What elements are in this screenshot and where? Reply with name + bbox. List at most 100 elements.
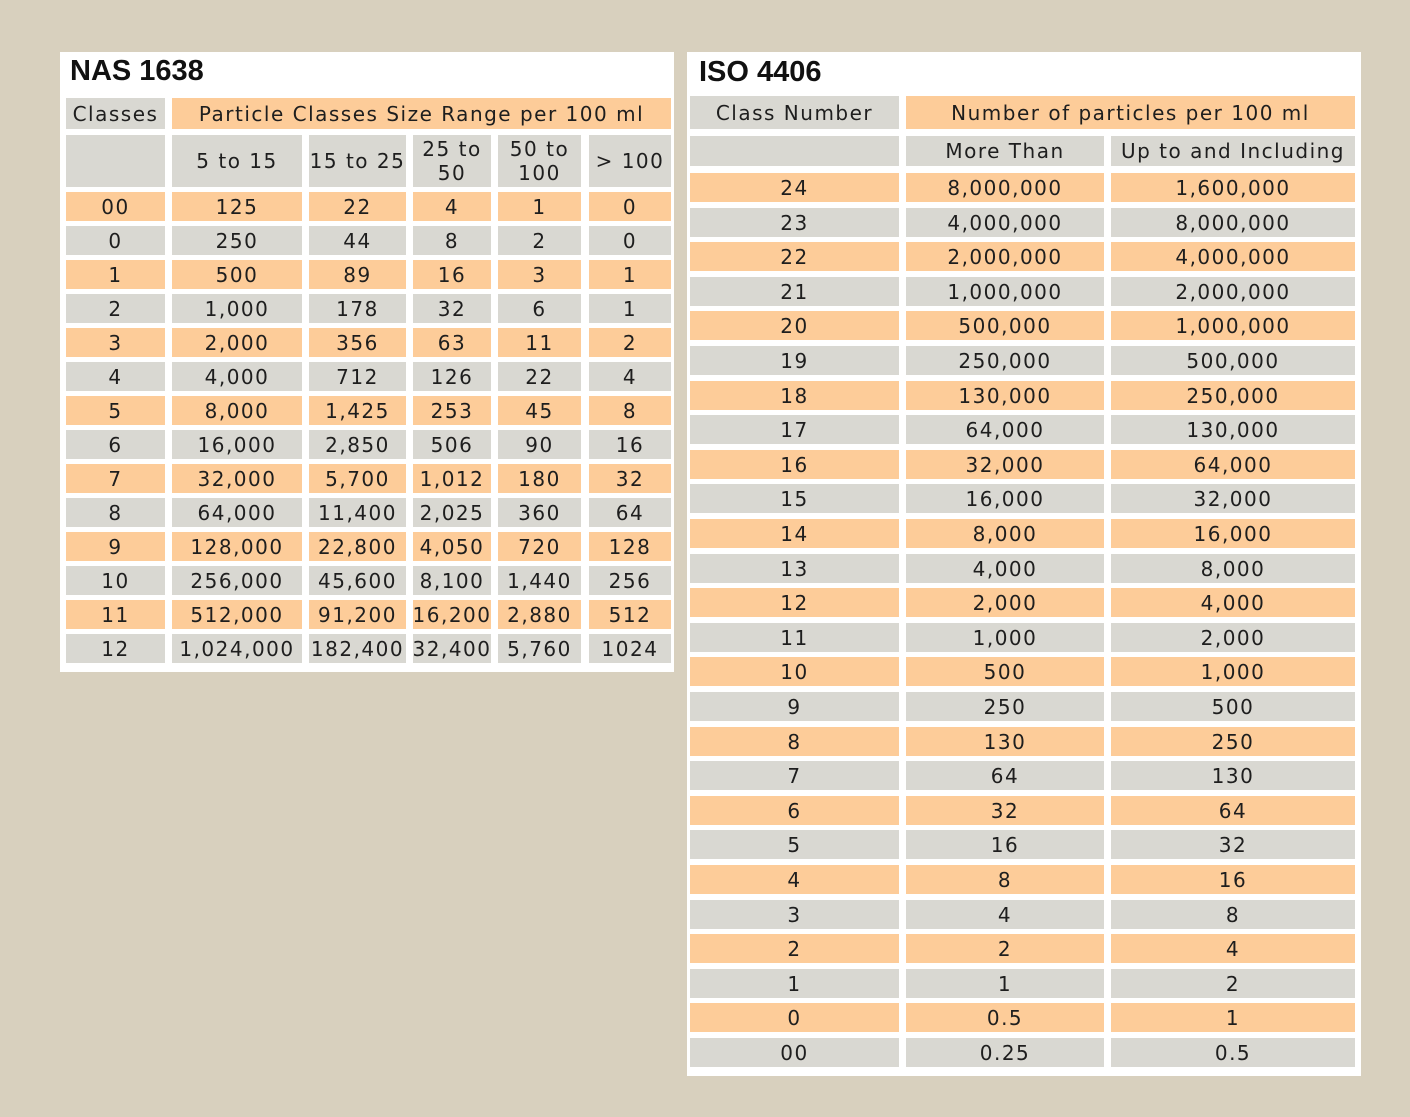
iso-cell-more-than: 250 [906, 692, 1104, 721]
iso-4406-table-panel: ISO 4406 Class Number Number of particle… [687, 52, 1361, 1076]
nas-cell-class: 11 [66, 600, 165, 629]
iso-cell-more-than: 32,000 [906, 450, 1104, 479]
iso-header-particles: Number of particles per 100 ml [906, 96, 1355, 129]
nas-cell-range-50-100: 5,760 [498, 634, 581, 663]
iso-cell-up-to-and-including: 4,000 [1111, 588, 1355, 617]
iso-cell-class-number: 6 [690, 796, 899, 825]
nas-cell-range-5-15: 500 [172, 260, 302, 289]
nas-cell-range-50-100: 11 [498, 328, 581, 357]
iso-cell-more-than: 0.5 [906, 1003, 1104, 1032]
nas-header-range-3: 25 to 50 [413, 135, 491, 187]
nas-cell-class: 12 [66, 634, 165, 663]
iso-cell-more-than: 1,000,000 [906, 277, 1104, 306]
nas-cell-range-25-50: 8 [413, 226, 491, 255]
nas-cell-range-5-15: 128,000 [172, 532, 302, 561]
iso-cell-up-to-and-including: 500 [1111, 692, 1355, 721]
nas-cell-range-over-100: 2 [589, 328, 671, 357]
nas-table: Classes Particle Classes Size Range per … [60, 52, 674, 672]
nas-cell-range-15-25: 178 [309, 294, 406, 323]
nas-cell-range-over-100: 1 [589, 294, 671, 323]
iso-cell-up-to-and-including: 8,000 [1111, 554, 1355, 583]
nas-cell-range-25-50: 4,050 [413, 532, 491, 561]
nas-cell-range-over-100: 4 [589, 362, 671, 391]
nas-cell-range-15-25: 22 [309, 192, 406, 221]
iso-cell-more-than: 8,000,000 [906, 173, 1104, 202]
iso-cell-up-to-and-including: 130 [1111, 761, 1355, 790]
iso-cell-more-than: 130 [906, 727, 1104, 756]
iso-cell-class-number: 21 [690, 277, 899, 306]
iso-cell-class-number: 19 [690, 346, 899, 375]
iso-cell-up-to-and-including: 8 [1111, 900, 1355, 929]
nas-cell-class: 7 [66, 464, 165, 493]
nas-cell-range-50-100: 22 [498, 362, 581, 391]
nas-cell-range-15-25: 89 [309, 260, 406, 289]
nas-header-size-range: Particle Classes Size Range per 100 ml [172, 98, 671, 129]
iso-cell-up-to-and-including: 4,000,000 [1111, 242, 1355, 271]
nas-title: NAS 1638 [70, 55, 204, 87]
iso-cell-class-number: 5 [690, 830, 899, 859]
nas-cell-range-5-15: 1,024,000 [172, 634, 302, 663]
nas-cell-range-50-100: 2 [498, 226, 581, 255]
nas-cell-class: 4 [66, 362, 165, 391]
iso-cell-up-to-and-including: 8,000,000 [1111, 208, 1355, 237]
iso-cell-up-to-and-including: 0.5 [1111, 1038, 1355, 1067]
nas-cell-range-15-25: 356 [309, 328, 406, 357]
iso-cell-up-to-and-including: 32,000 [1111, 484, 1355, 513]
iso-cell-up-to-and-including: 1,600,000 [1111, 173, 1355, 202]
iso-cell-up-to-and-including: 64,000 [1111, 450, 1355, 479]
iso-cell-class-number: 2 [690, 934, 899, 963]
iso-cell-up-to-and-including: 16 [1111, 865, 1355, 894]
nas-cell-range-50-100: 2,880 [498, 600, 581, 629]
iso-title: ISO 4406 [699, 56, 822, 88]
iso-cell-up-to-and-including: 16,000 [1111, 519, 1355, 548]
iso-cell-class-number: 9 [690, 692, 899, 721]
iso-cell-class-number: 12 [690, 588, 899, 617]
nas-cell-range-25-50: 16,200 [413, 600, 491, 629]
nas-cell-range-25-50: 16 [413, 260, 491, 289]
iso-cell-class-number: 10 [690, 657, 899, 686]
iso-cell-up-to-and-including: 2,000,000 [1111, 277, 1355, 306]
nas-cell-range-15-25: 712 [309, 362, 406, 391]
iso-cell-more-than: 16,000 [906, 484, 1104, 513]
nas-cell-range-50-100: 90 [498, 430, 581, 459]
nas-cell-range-5-15: 125 [172, 192, 302, 221]
iso-cell-up-to-and-including: 4 [1111, 934, 1355, 963]
nas-cell-range-50-100: 1 [498, 192, 581, 221]
iso-cell-more-than: 64,000 [906, 415, 1104, 444]
nas-cell-class: 8 [66, 498, 165, 527]
iso-cell-class-number: 24 [690, 173, 899, 202]
nas-cell-range-25-50: 63 [413, 328, 491, 357]
iso-cell-class-number: 16 [690, 450, 899, 479]
iso-cell-class-number: 13 [690, 554, 899, 583]
nas-cell-range-5-15: 4,000 [172, 362, 302, 391]
nas-cell-range-over-100: 0 [589, 192, 671, 221]
iso-cell-more-than: 500,000 [906, 311, 1104, 340]
iso-cell-up-to-and-including: 2 [1111, 969, 1355, 998]
nas-cell-range-25-50: 506 [413, 430, 491, 459]
nas-cell-range-5-15: 64,000 [172, 498, 302, 527]
nas-cell-range-50-100: 720 [498, 532, 581, 561]
iso-cell-more-than: 2,000 [906, 588, 1104, 617]
nas-cell-range-15-25: 182,400 [309, 634, 406, 663]
iso-cell-more-than: 250,000 [906, 346, 1104, 375]
nas-cell-range-over-100: 8 [589, 396, 671, 425]
iso-cell-class-number: 7 [690, 761, 899, 790]
iso-cell-more-than: 8 [906, 865, 1104, 894]
nas-cell-range-15-25: 2,850 [309, 430, 406, 459]
iso-cell-up-to-and-including: 1 [1111, 1003, 1355, 1032]
iso-cell-up-to-and-including: 2,000 [1111, 623, 1355, 652]
iso-cell-class-number: 3 [690, 900, 899, 929]
iso-cell-up-to-and-including: 250,000 [1111, 381, 1355, 410]
nas-cell-class: 5 [66, 396, 165, 425]
iso-cell-up-to-and-including: 1,000,000 [1111, 311, 1355, 340]
nas-header-range-5: > 100 [589, 135, 671, 187]
nas-cell-range-50-100: 3 [498, 260, 581, 289]
iso-cell-up-to-and-including: 250 [1111, 727, 1355, 756]
iso-cell-class-number: 22 [690, 242, 899, 271]
nas-cell-range-25-50: 8,100 [413, 566, 491, 595]
iso-cell-more-than: 64 [906, 761, 1104, 790]
nas-cell-range-25-50: 4 [413, 192, 491, 221]
nas-cell-range-50-100: 360 [498, 498, 581, 527]
iso-cell-class-number: 20 [690, 311, 899, 340]
nas-cell-range-over-100: 1024 [589, 634, 671, 663]
